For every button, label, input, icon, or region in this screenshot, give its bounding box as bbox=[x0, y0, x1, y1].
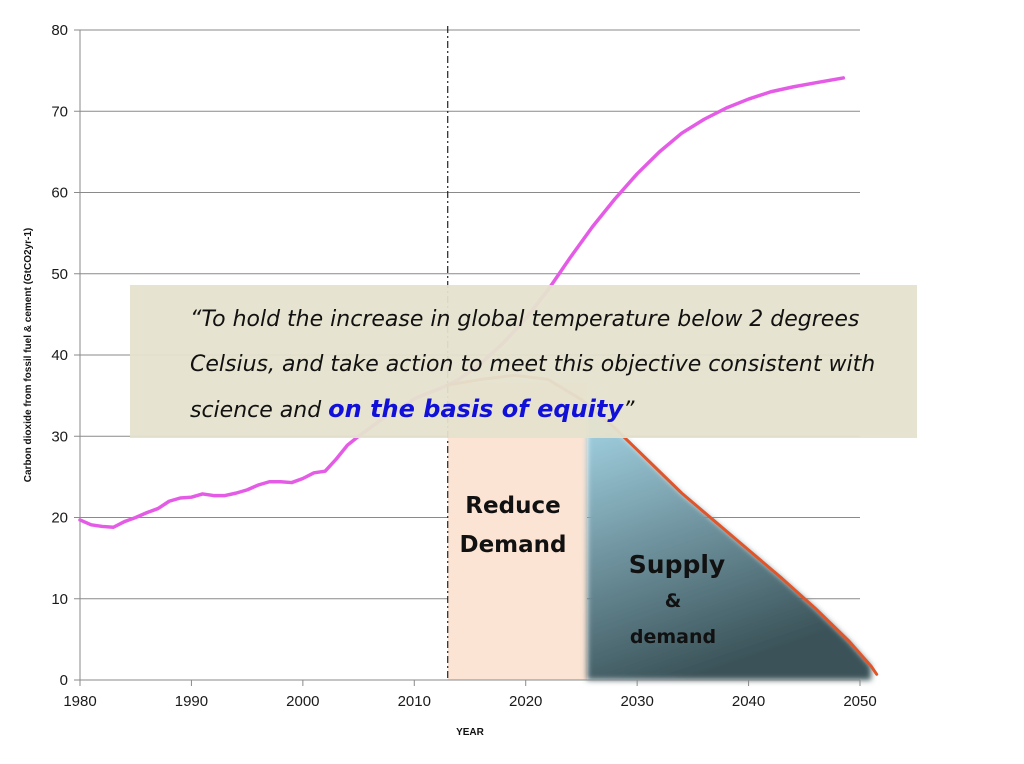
quote-line-1: “To hold the increase in global temperat… bbox=[190, 307, 860, 332]
x-tick-label-2030: 2030 bbox=[620, 693, 653, 710]
quote-line-3: science and on the basis of equity” bbox=[190, 387, 907, 433]
y-tick-label-10: 10 bbox=[51, 591, 68, 608]
region-label-reduce-demand-1: Demand bbox=[459, 532, 566, 558]
y-tick-label-50: 50 bbox=[51, 266, 68, 283]
y-tick-label-30: 30 bbox=[51, 428, 68, 445]
x-tick-label-2000: 2000 bbox=[286, 693, 319, 710]
region-label-reduce-demand-0: Reduce bbox=[465, 493, 560, 519]
quote-line-3-plain: science and bbox=[190, 398, 329, 423]
y-tick-label-0: 0 bbox=[60, 672, 68, 689]
y-tick-label-60: 60 bbox=[51, 185, 68, 202]
y-tick-label-20: 20 bbox=[51, 510, 68, 527]
x-tick-label-1990: 1990 bbox=[175, 693, 208, 710]
y-axis-title: Carbon dioxide from fossil fuel & cement… bbox=[23, 228, 34, 482]
region-label-supply-demand-0: Supply bbox=[629, 550, 725, 579]
quote-close-mark: ” bbox=[622, 398, 635, 423]
y-tick-label-80: 80 bbox=[51, 22, 68, 39]
y-tick-label-70: 70 bbox=[51, 103, 68, 120]
y-tick-label-40: 40 bbox=[51, 347, 68, 364]
x-axis-title: YEAR bbox=[456, 727, 485, 738]
x-tick-label-2020: 2020 bbox=[509, 693, 542, 710]
x-tick-label-2050: 2050 bbox=[843, 693, 876, 710]
quote-line-2: Celsius, and take action to meet this ob… bbox=[190, 352, 876, 377]
quote-box: “To hold the increase in global temperat… bbox=[130, 285, 917, 438]
region-label-supply-demand-2: demand bbox=[630, 626, 716, 648]
x-tick-label-2010: 2010 bbox=[398, 693, 431, 710]
region-supply-demand bbox=[587, 404, 872, 680]
x-tick-label-1980: 1980 bbox=[63, 693, 96, 710]
quote-emphasis: on the basis of equity bbox=[328, 395, 623, 423]
x-tick-label-2040: 2040 bbox=[732, 693, 765, 710]
region-label-supply-demand-1: & bbox=[665, 590, 682, 612]
region-labels: Reduce Demand Supply & demand bbox=[459, 493, 725, 648]
